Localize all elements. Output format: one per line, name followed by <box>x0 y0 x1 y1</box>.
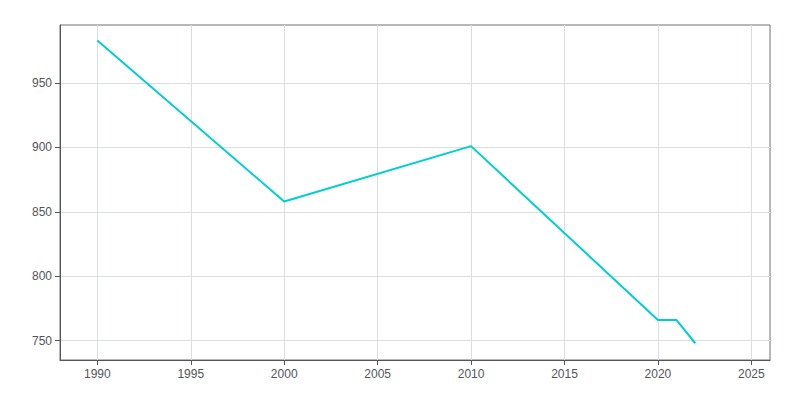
svg-text:2000: 2000 <box>271 367 298 381</box>
svg-text:2015: 2015 <box>551 367 578 381</box>
svg-text:900: 900 <box>32 140 52 154</box>
svg-text:1990: 1990 <box>84 367 111 381</box>
svg-text:2025: 2025 <box>738 367 765 381</box>
svg-text:2010: 2010 <box>458 367 485 381</box>
svg-text:850: 850 <box>32 205 52 219</box>
svg-text:800: 800 <box>32 269 52 283</box>
svg-text:950: 950 <box>32 76 52 90</box>
svg-text:750: 750 <box>32 334 52 348</box>
svg-text:1995: 1995 <box>177 367 204 381</box>
svg-text:2020: 2020 <box>645 367 672 381</box>
svg-text:2005: 2005 <box>364 367 391 381</box>
